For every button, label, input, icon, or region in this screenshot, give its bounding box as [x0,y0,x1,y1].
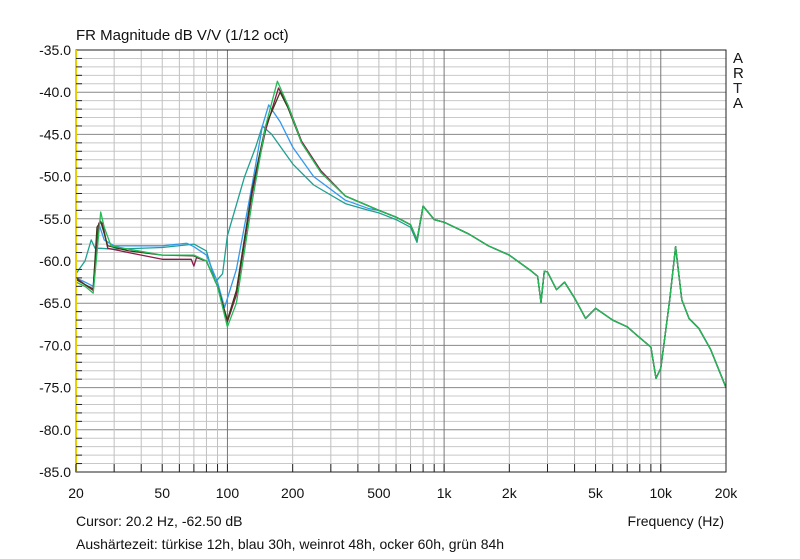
cursor-readout: Cursor: 20.2 Hz, -62.50 dB [76,513,243,529]
y-tick-label: -45.0 [39,126,71,142]
logo-letter: A [733,50,743,67]
logo-letter: A [733,95,743,112]
y-tick-label: -80.0 [39,422,71,438]
x-tick-label: 50 [154,485,170,501]
grid [75,49,727,473]
series-line-grün [75,80,727,388]
logo-letter: T [733,80,742,97]
axis-ticks [75,57,727,472]
y-tick-label: -50.0 [39,169,71,185]
curves [75,80,727,388]
caption: Aushärtezeit: türkise 12h, blau 30h, wei… [76,536,504,552]
x-tick-label: 20 [68,485,84,501]
x-tick-label: 100 [216,485,240,501]
y-tick-label: -70.0 [39,337,71,353]
series-line-weinrot [75,87,727,388]
x-tick-labels: 20 50 100 200 500 1k 2k 5k 10k 20k [68,485,738,501]
chart-title: FR Magnitude dB V/V (1/12 oct) [76,27,289,44]
y-tick-label: -35.0 [39,42,71,58]
series-line-ocker [75,91,727,388]
y-tick-label: -40.0 [39,84,71,100]
y-tick-label: -75.0 [39,380,71,396]
series-line-türkise [75,125,727,388]
y-tick-label: -85.0 [39,464,71,480]
x-tick-label: 500 [367,485,391,501]
x-tick-label: 1k [437,485,453,501]
y-tick-label: -55.0 [39,211,71,227]
x-axis-label: Frequency (Hz) [628,513,724,529]
arta-logo: A R T A [733,50,744,112]
x-tick-label: 5k [588,485,604,501]
y-tick-label: -60.0 [39,253,71,269]
x-tick-label: 10k [649,485,673,501]
x-tick-label: 2k [502,485,518,501]
logo-letter: R [733,65,744,82]
x-tick-label: 20k [715,485,739,501]
x-tick-label: 200 [281,485,305,501]
y-tick-label: -65.0 [39,295,71,311]
y-tick-labels: -35.0 -40.0 -45.0 -50.0 -55.0 -60.0 -65.0 -70.0… [39,42,71,480]
